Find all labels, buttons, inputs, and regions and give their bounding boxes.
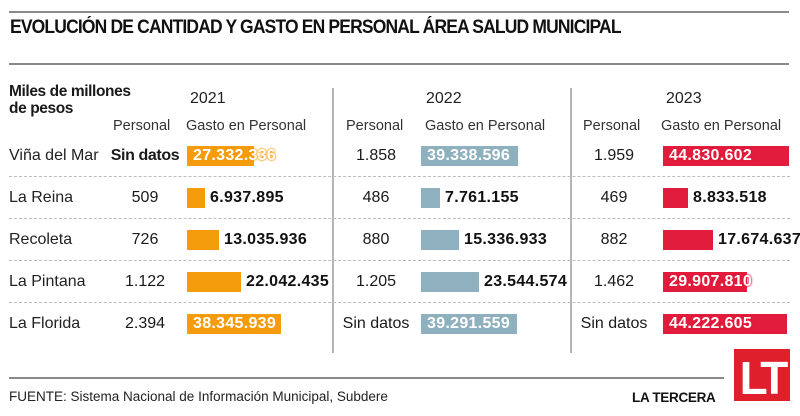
top-rule — [9, 11, 789, 13]
gasto-value-label: 22.042.435 — [246, 273, 330, 290]
gasto-value-label: 13.035.936 — [224, 231, 308, 248]
personal-value: 1.959 — [593, 147, 635, 164]
municipality-label: La Reina — [9, 189, 74, 206]
gasto-value-label: 39.291.559 — [427, 315, 511, 332]
personal-value: Sin datos — [342, 315, 410, 332]
gasto-bar — [421, 272, 479, 292]
personal-value: 880 — [362, 231, 390, 248]
personal-value: 726 — [131, 231, 159, 248]
municipality-label: La Florida — [9, 315, 81, 332]
gasto-bar — [663, 272, 747, 292]
gasto-bar — [663, 146, 789, 166]
year-header: 2021 — [190, 90, 226, 107]
gasto-bar — [187, 272, 241, 292]
units-label: Miles de millones de pesos — [9, 83, 131, 117]
gasto-bar — [421, 146, 518, 166]
gasto-value-label: 29.907.810 — [669, 273, 753, 290]
row-separator — [9, 176, 790, 177]
gasto-bar — [421, 314, 517, 334]
brand-name: LA TERCERA — [632, 390, 716, 405]
personal-value: 1.122 — [124, 273, 166, 290]
title-rule — [9, 63, 789, 65]
column-separator — [332, 88, 334, 353]
la-tercera-logo: LT — [734, 349, 790, 404]
municipality-label: La Pintana — [9, 273, 86, 290]
footer-rule — [9, 377, 724, 379]
gasto-value-label: 7.761.155 — [445, 189, 519, 206]
personal-value: Sin datos — [110, 147, 180, 164]
gasto-bar — [663, 314, 787, 334]
chart-title: EVOLUCIÓN DE CANTIDAD Y GASTO EN PERSONA… — [10, 17, 622, 38]
gasto-bar — [187, 146, 254, 166]
gasto-value-label: 44.222.605 — [669, 315, 753, 332]
personal-value: 486 — [362, 189, 390, 206]
year-header: 2022 — [426, 90, 462, 107]
gasto-value-label: 8.833.518 — [693, 189, 767, 206]
gasto-bar — [187, 314, 281, 334]
gasto-bar — [663, 188, 688, 208]
gasto-value-label: 23.544.574 — [484, 273, 568, 290]
personal-column-header: Personal — [346, 118, 404, 134]
municipality-label: Viña del Mar — [9, 147, 99, 164]
gasto-bar — [421, 230, 459, 250]
row-separator — [9, 218, 790, 219]
column-separator — [570, 88, 572, 353]
gasto-bar — [421, 188, 440, 208]
personal-value: Sin datos — [580, 315, 648, 332]
personal-value: 469 — [600, 189, 628, 206]
personal-value: 509 — [131, 189, 159, 206]
row-separator — [9, 302, 790, 303]
gasto-value-label: 17.674.637 — [718, 231, 800, 248]
gasto-value-label: 27.332.336 — [193, 147, 277, 164]
personal-value: 1.205 — [355, 273, 397, 290]
personal-column-header: Personal — [583, 118, 641, 134]
personal-column-header: Personal — [113, 118, 171, 134]
gasto-value-label: 6.937.895 — [210, 189, 284, 206]
gasto-column-header: Gasto en Personal — [661, 118, 782, 134]
gasto-column-header: Gasto en Personal — [425, 118, 546, 134]
gasto-value-label: 15.336.933 — [464, 231, 548, 248]
source-note: FUENTE: Sistema Nacional de Información … — [9, 389, 388, 404]
gasto-column-header: Gasto en Personal — [186, 118, 307, 134]
gasto-bar — [663, 230, 713, 250]
municipality-label: Recoleta — [9, 231, 73, 248]
logo-text: LT — [739, 352, 789, 404]
personal-value: 1.462 — [593, 273, 635, 290]
year-header: 2023 — [666, 90, 702, 107]
gasto-bar — [187, 188, 205, 208]
personal-value: 2.394 — [124, 315, 166, 332]
gasto-value-label: 39.338.596 — [427, 147, 511, 164]
gasto-bar — [187, 230, 219, 250]
gasto-value-label: 44.830.602 — [669, 147, 753, 164]
gasto-value-label: 38.345.939 — [193, 315, 277, 332]
personal-value: 1.858 — [355, 147, 397, 164]
row-separator — [9, 260, 790, 261]
personal-value: 882 — [600, 231, 628, 248]
